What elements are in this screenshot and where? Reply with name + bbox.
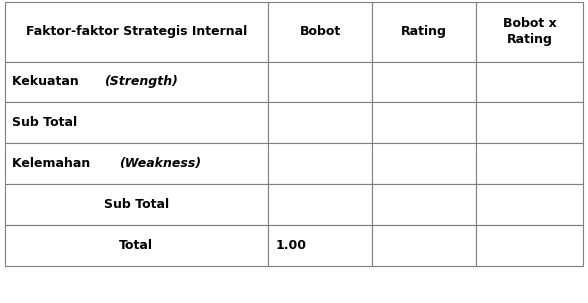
Text: 1.00: 1.00 [276,239,306,252]
Bar [372,143,476,184]
Bar [268,225,372,266]
Bar [476,184,583,225]
Bar [476,143,583,184]
Text: (Strength): (Strength) [104,75,178,88]
Text: Faktor-faktor Strategis Internal: Faktor-faktor Strategis Internal [26,25,247,38]
Bar [268,143,372,184]
Bar [372,2,476,62]
Bar [5,102,268,143]
Bar [372,225,476,266]
Bar [268,184,372,225]
Bar [476,102,583,143]
Bar [476,2,583,62]
Text: Kelemahan: Kelemahan [12,157,95,170]
Bar [5,143,268,184]
Bar [476,225,583,266]
Bar [268,2,372,62]
Bar [372,62,476,102]
Bar [372,184,476,225]
Text: (Weakness): (Weakness) [119,157,201,170]
Bar [5,2,268,62]
Bar [5,225,268,266]
Text: Sub Total: Sub Total [103,198,169,211]
Text: Total: Total [119,239,153,252]
Text: Sub Total: Sub Total [12,116,78,129]
Bar [5,62,268,102]
Bar [476,62,583,102]
Text: Bobot x
Rating: Bobot x Rating [503,18,557,46]
Text: Rating: Rating [401,25,447,38]
Bar [372,102,476,143]
Text: Bobot: Bobot [299,25,340,38]
Bar [268,102,372,143]
Bar [268,62,372,102]
Text: Kekuatan: Kekuatan [12,75,83,88]
Bar [5,184,268,225]
